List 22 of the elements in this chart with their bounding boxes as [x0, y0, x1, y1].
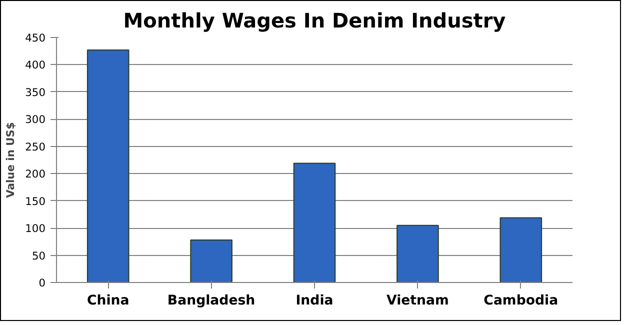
- y-axis-title: Value in US$: [4, 122, 18, 198]
- bar: [190, 240, 232, 282]
- x-tick-label: Bangladesh: [167, 294, 256, 308]
- y-tick-label: 250: [25, 140, 46, 154]
- y-tick-label: 300: [25, 113, 46, 126]
- y-tick-label: 50: [32, 249, 46, 262]
- y-tick-label: 350: [25, 86, 46, 99]
- bar: [86, 50, 130, 282]
- y-tick-label: 100: [25, 222, 46, 236]
- y-tick-label: 450: [25, 32, 46, 44]
- y-tick-label: 150: [25, 194, 46, 208]
- y-tick-label: 400: [25, 58, 46, 72]
- bar: [396, 224, 439, 282]
- bar: [293, 162, 336, 282]
- chart-title: Monthly Wages In Denim Industry: [123, 8, 506, 32]
- y-tick-label: 0: [38, 276, 46, 290]
- x-tick-label: China: [86, 294, 130, 308]
- x-tick-label: Cambodia: [484, 294, 558, 308]
- x-tick-label: India: [296, 294, 334, 308]
- bar: [500, 217, 542, 282]
- y-tick-label: 200: [25, 168, 46, 181]
- x-tick-label: Vietnam: [386, 294, 449, 308]
